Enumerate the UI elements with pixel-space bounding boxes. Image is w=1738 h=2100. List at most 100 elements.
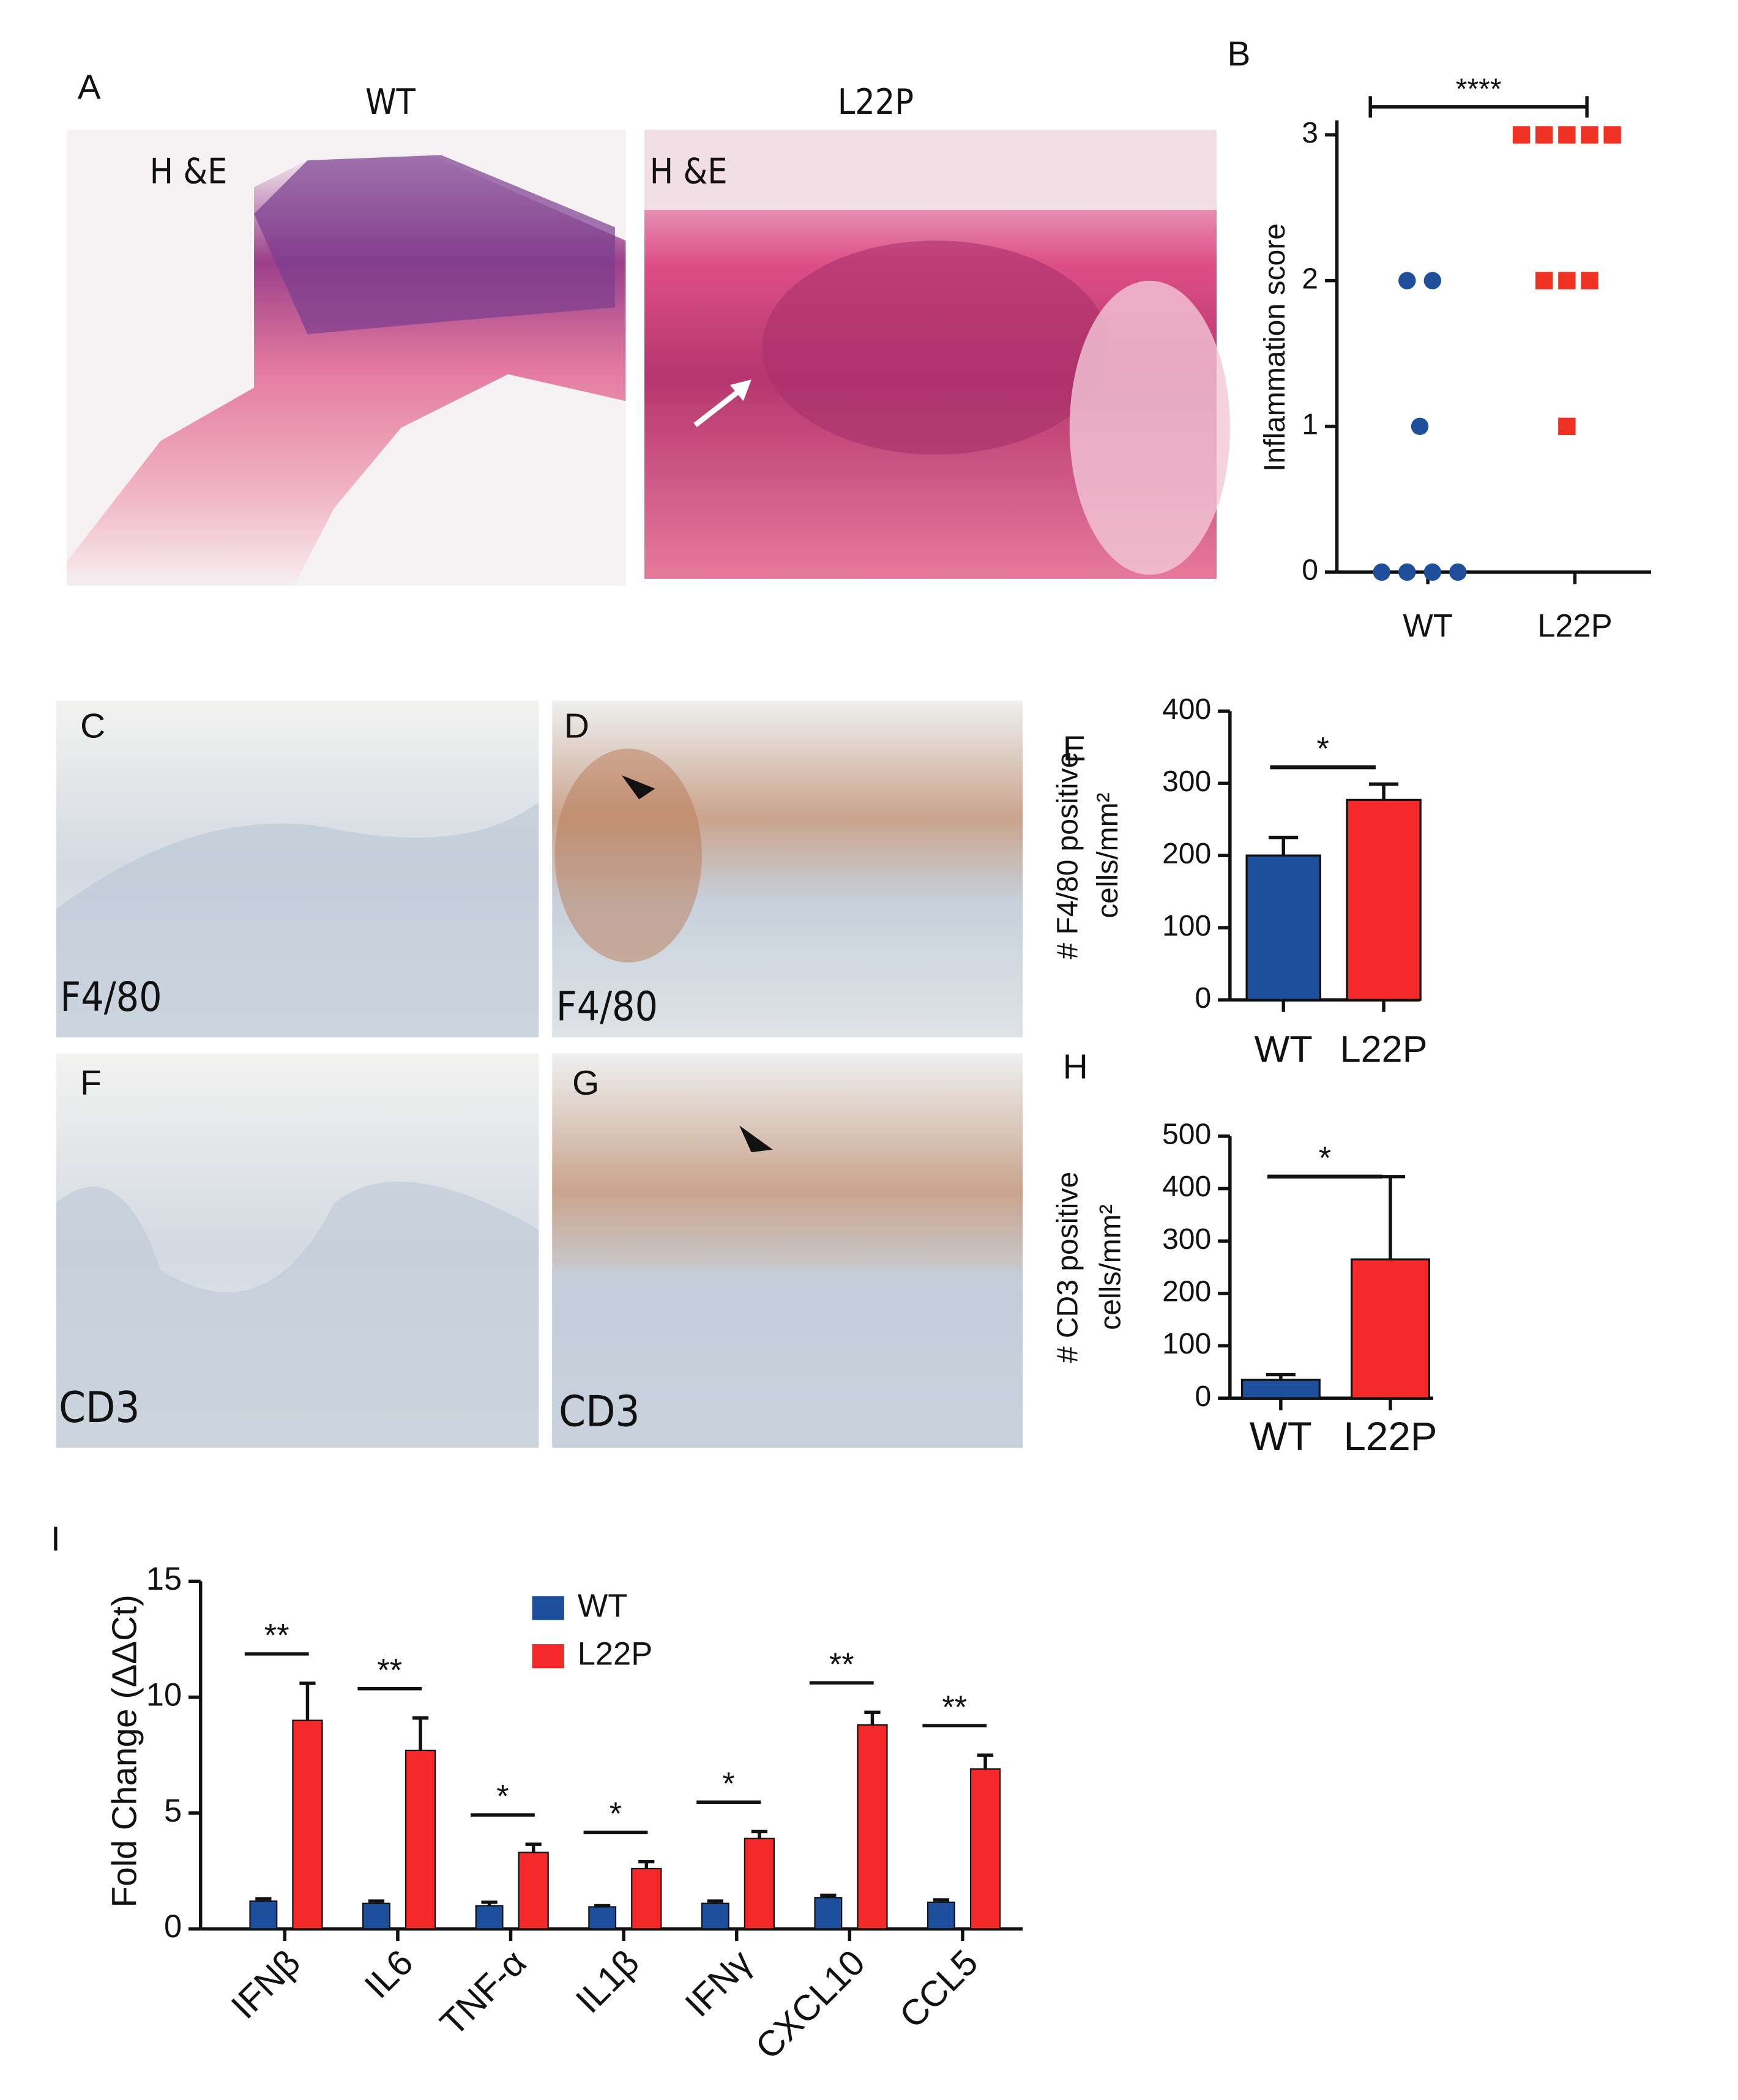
error-bar — [864, 1710, 881, 1726]
stain-label: CD3 — [59, 1383, 140, 1432]
stain-label: CD3 — [559, 1387, 640, 1436]
micrograph-l22p — [644, 129, 1230, 579]
y-tick-label: 100 — [1162, 909, 1211, 942]
x-tick-label: CCL5 — [892, 1943, 986, 2036]
y-tick-label: 200 — [1162, 837, 1211, 870]
significance: * — [610, 1797, 622, 1832]
x-tick-label: L22P — [1537, 609, 1612, 644]
point — [1558, 417, 1576, 436]
panel-label: B — [1227, 35, 1250, 73]
bar — [969, 1768, 1001, 1930]
legend-label: L22P — [578, 1637, 652, 1672]
x-tick-label: IL6 — [357, 1943, 421, 2006]
point — [1558, 272, 1576, 289]
error-bar — [594, 1904, 611, 1908]
stain-label: F4/80 — [556, 983, 658, 1030]
stain-label: H &E — [650, 152, 728, 192]
y-tick-label: 300 — [1162, 765, 1211, 798]
y-tick-label: 0 — [1195, 1380, 1212, 1413]
point — [1558, 126, 1576, 144]
bar — [857, 1724, 888, 1930]
y-axis-label: # CD3 positive — [1051, 1172, 1084, 1363]
panel-label: I — [51, 1520, 61, 1558]
y-tick-label: 300 — [1162, 1223, 1211, 1256]
y-tick-label: 1 — [1302, 408, 1318, 441]
bar — [1346, 799, 1422, 1001]
y-tick-label: 400 — [1162, 1170, 1211, 1203]
error-bar — [751, 1830, 767, 1839]
micrograph-c — [56, 700, 539, 1038]
y-tick-label: 15 — [146, 1562, 182, 1597]
point — [1373, 563, 1390, 581]
significance: ** — [942, 1690, 967, 1726]
point — [1535, 272, 1553, 289]
error-bar — [1269, 835, 1299, 856]
x-tick-label: WT — [1403, 609, 1452, 644]
legend-label: WT — [578, 1588, 627, 1624]
y-tick-label: 100 — [1162, 1327, 1211, 1360]
panel-label: D — [564, 707, 589, 746]
bar — [249, 1900, 278, 1930]
micrograph-wt — [67, 129, 626, 586]
point — [1411, 417, 1429, 436]
panel-label: E — [1063, 730, 1086, 769]
panel-label: G — [572, 1064, 599, 1103]
error-bar — [525, 1842, 542, 1853]
legend-swatch — [532, 1596, 564, 1620]
x-tick-label: IL1β — [569, 1943, 647, 2021]
stain-label: H &E — [150, 152, 228, 192]
y-tick-label: 500 — [1162, 1118, 1211, 1151]
bar — [631, 1867, 662, 1930]
significance: ** — [264, 1618, 289, 1654]
point — [1535, 126, 1553, 144]
micrograph-g — [552, 1053, 1023, 1448]
y-tick-label: 0 — [164, 1909, 182, 1945]
error-bar — [255, 1897, 272, 1901]
y-tick-label: 10 — [146, 1678, 182, 1713]
error-bar — [977, 1753, 994, 1770]
panel-label: C — [80, 707, 105, 746]
error-bar — [707, 1899, 723, 1904]
error-bar — [1266, 1372, 1296, 1380]
bar — [518, 1852, 549, 1930]
error-bar — [299, 1681, 316, 1721]
panel-label: F — [80, 1064, 102, 1103]
y-axis-label: Inflammation score — [1258, 223, 1291, 472]
point — [1512, 126, 1531, 144]
y-axis-label: # F4/80 positive — [1051, 752, 1084, 959]
point — [1398, 272, 1416, 289]
x-tick-label: L22P — [1343, 1414, 1437, 1459]
point — [1398, 563, 1416, 581]
y-tick-label: 200 — [1162, 1275, 1211, 1308]
x-tick-label: IFNβ — [224, 1943, 308, 2027]
error-bar — [933, 1898, 950, 1902]
panel-label: A — [78, 68, 101, 106]
point — [1581, 126, 1598, 144]
bar — [1245, 854, 1321, 1001]
significance-bracket — [1368, 96, 1589, 118]
point — [1449, 563, 1467, 581]
y-axis-label: Fold Change (ΔΔCt) — [106, 1595, 144, 1907]
error-bar — [481, 1901, 498, 1906]
point — [1423, 272, 1442, 289]
image-title: L22P — [838, 82, 914, 122]
significance: ** — [829, 1647, 854, 1683]
y-tick-label: 0 — [1195, 981, 1212, 1015]
error-bar — [1375, 1175, 1406, 1260]
significance: * — [1316, 732, 1329, 767]
significance: * — [496, 1779, 509, 1815]
y-axis-label: cells/mm² — [1094, 1204, 1127, 1330]
stain-label: F4/80 — [60, 974, 162, 1021]
bar — [1240, 1379, 1321, 1399]
micrograph-d — [552, 700, 1023, 1038]
y-tick-label: 2 — [1302, 262, 1318, 295]
point — [1423, 563, 1442, 581]
error-bar — [820, 1893, 837, 1898]
bar — [362, 1902, 390, 1930]
significance: ** — [377, 1653, 402, 1688]
error-bar — [638, 1860, 655, 1869]
x-tick-label: TNF-α — [433, 1943, 534, 2044]
micrograph-f — [56, 1053, 539, 1448]
significance: **** — [1456, 72, 1502, 105]
